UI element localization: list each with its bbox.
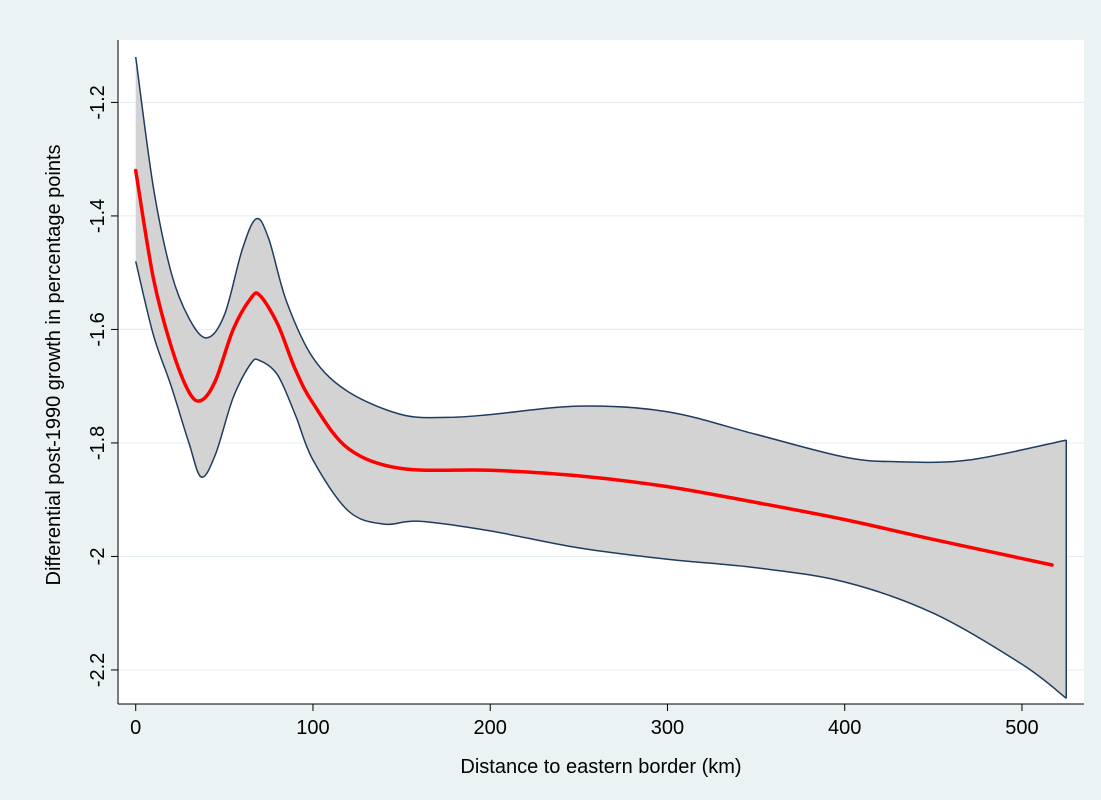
y-tick-label: -2.2 xyxy=(87,653,109,687)
confidence-band xyxy=(135,57,1067,699)
x-tick-label: 200 xyxy=(474,717,507,739)
y-tick-label: -1.4 xyxy=(87,199,109,233)
y-tick-label: -1.2 xyxy=(87,85,109,119)
x-axis-title: Distance to eastern border (km) xyxy=(460,756,741,778)
lower-ci-line xyxy=(134,261,1067,699)
y-axis-title: Differential post-1990 growth in percent… xyxy=(43,144,65,585)
y-axis-ticks: -1.2 -1.4 -1.6 -1.8 -2 -2.2 xyxy=(87,85,118,687)
y-tick-label: -2 xyxy=(87,548,109,566)
y-tick-label: -1.6 xyxy=(87,312,109,346)
x-tick-label: 500 xyxy=(1005,717,1038,739)
y-tick-label: -1.8 xyxy=(87,426,109,460)
fitted-line xyxy=(133,168,1054,567)
x-axis-ticks: 0 100 200 300 400 500 xyxy=(130,704,1039,739)
upper-ci-line xyxy=(134,56,1067,464)
grid-lines xyxy=(118,101,1084,671)
x-tick-label: 400 xyxy=(828,717,861,739)
x-tick-label: 0 xyxy=(130,717,141,739)
x-tick-label: 100 xyxy=(296,717,329,739)
x-tick-label: 300 xyxy=(651,717,684,739)
